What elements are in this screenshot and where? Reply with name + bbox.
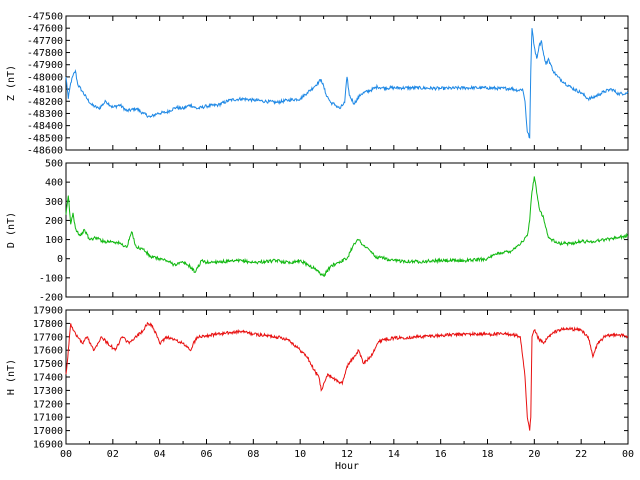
y-tick-label-z: -47900 (27, 60, 63, 71)
y-tick-label-z: -48500 (27, 133, 63, 144)
x-tick-label: 10 (294, 449, 306, 460)
y-axis-label-h: H (nT) (6, 359, 17, 395)
panel-h: 17900 17800 17700 17600 17500 17400 17300 17200… (6, 306, 634, 473)
y-tick-label-z: -48100 (27, 85, 63, 96)
y-tick-label-z: -48000 (27, 72, 63, 83)
y-tick-label-h: 17100 (33, 413, 63, 424)
y-tick-label-z: -47500 (27, 12, 63, 23)
y-tick-label-d: 400 (45, 178, 63, 189)
y-tick-label-h: 17700 (33, 332, 63, 343)
y-tick-label-z: -48200 (27, 97, 63, 108)
x-tick-label: 02 (107, 449, 119, 460)
y-tick-label-h: 17900 (33, 306, 63, 317)
y-tick-label-d: 300 (45, 197, 63, 208)
plot-frame-z (65, 15, 629, 151)
y-tick-label-z: -47600 (27, 24, 63, 35)
y-tick-label-d: -200 (39, 293, 63, 304)
y-tick-label-h: 17200 (33, 399, 63, 410)
y-tick-label-z: -48400 (27, 121, 63, 132)
x-tick-label: 00 (60, 449, 72, 460)
y-tick-label-d: 500 (45, 159, 63, 170)
x-tick-label: 18 (481, 449, 493, 460)
y-tick-label-z: -47800 (27, 48, 63, 59)
x-tick-label: 20 (528, 449, 540, 460)
y-tick-label-d: 0 (57, 254, 63, 265)
x-tick-label: 04 (154, 449, 166, 460)
y-tick-label-h: 17600 (33, 346, 63, 357)
y-tick-label-z: -48600 (27, 146, 63, 157)
x-tick-label: 08 (247, 449, 259, 460)
y-tick-label-h: 17500 (33, 359, 63, 370)
series-line-z (65, 28, 629, 139)
y-tick-label-h: 17800 (33, 319, 63, 330)
series-line-d (65, 176, 628, 278)
x-tick-label: 06 (200, 449, 212, 460)
y-tick-label-z: -48300 (27, 109, 63, 120)
y-tick-label-h: 17000 (33, 426, 63, 437)
y-tick-label-d: 100 (45, 235, 63, 246)
x-tick-label: 14 (388, 449, 400, 460)
x-tick-label: 22 (575, 449, 587, 460)
plot-frame-d (65, 162, 629, 298)
x-tick-label: 16 (435, 449, 447, 460)
y-axis-label-z: Z (nT) (6, 65, 17, 101)
y-tick-label-d: 200 (45, 216, 63, 227)
chart-panels: -47500-47600-47700-47800-47900-48000 -481… (6, 12, 634, 473)
plot-frame-h (65, 309, 629, 445)
x-tick-label: 12 (341, 449, 353, 460)
panel-d: 500 400 300 200 100 0 -100 -200 D (nT) (6, 159, 629, 304)
y-axis-label-d: D (nT) (6, 212, 17, 248)
y-tick-label-d: -100 (39, 273, 63, 284)
y-tick-label-z: -47700 (27, 36, 63, 47)
y-tick-label-h: 17400 (33, 373, 63, 384)
y-tick-label-h: 16900 (33, 440, 63, 451)
panel-z: -47500-47600-47700-47800-47900-48000 -481… (6, 12, 629, 157)
series-line-h (65, 321, 629, 431)
y-tick-label-h: 17300 (33, 386, 63, 397)
x-axis-label: Hour (335, 461, 359, 472)
x-tick-label: 00 (622, 449, 634, 460)
